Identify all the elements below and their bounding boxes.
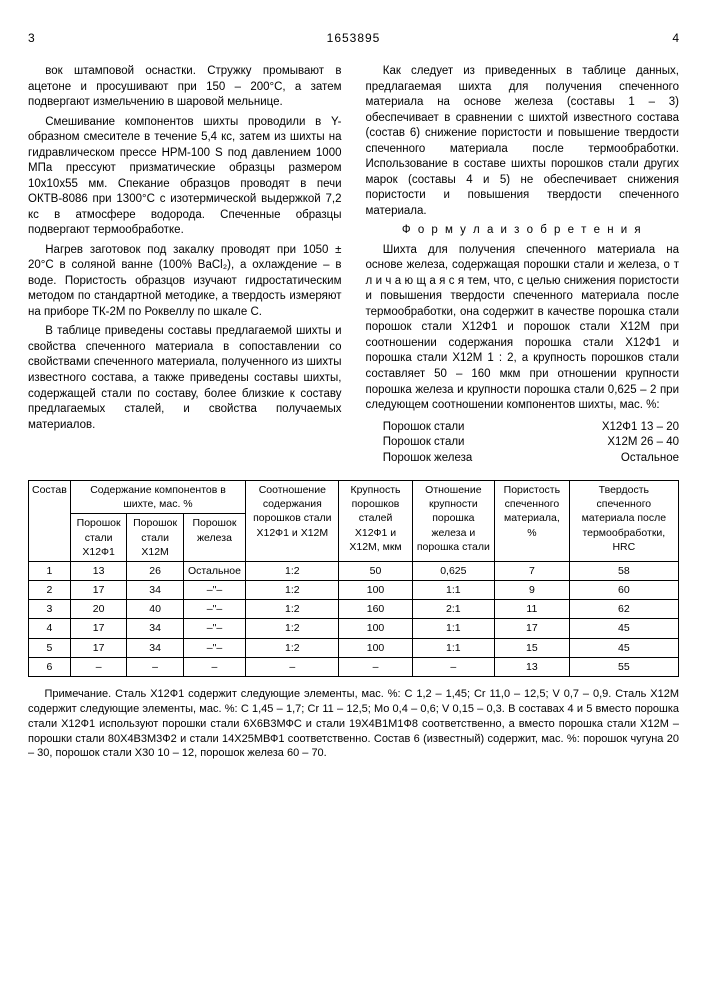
td: 17: [70, 581, 127, 600]
formula-row: Порошок стали Х12М 26 – 40: [383, 435, 679, 451]
td: 1:2: [246, 561, 339, 580]
table-row: 21734–"–1:21001:1960: [29, 581, 679, 600]
formula-value: Х12М 26 – 40: [607, 435, 679, 451]
td: 60: [569, 581, 678, 600]
td: 17: [495, 619, 570, 638]
td: 20: [70, 600, 127, 619]
table-body: 11326Остальное1:2500,62575821734–"–1:210…: [29, 561, 679, 676]
td: 13: [70, 561, 127, 580]
td: 160: [339, 600, 412, 619]
th: Соотношение содержания порошков стали Х1…: [246, 481, 339, 562]
td: –"–: [183, 600, 246, 619]
td: 2:1: [412, 600, 494, 619]
two-column-body: вок штамповой оснастки. Стружку промываю…: [28, 64, 679, 466]
formula-value: Остальное: [621, 451, 679, 467]
formula-label: Порошок железа: [383, 451, 473, 467]
left-column: вок штамповой оснастки. Стружку промываю…: [28, 64, 342, 466]
td: 6: [29, 657, 71, 676]
table-row: 51734–"–1:21001:11545: [29, 638, 679, 657]
td: 100: [339, 581, 412, 600]
td: 50: [339, 561, 412, 580]
td: 1:1: [412, 581, 494, 600]
td: 17: [70, 638, 127, 657]
td: 2: [29, 581, 71, 600]
page-header: 3 1653895 4: [28, 30, 679, 46]
td: 45: [569, 619, 678, 638]
td: 34: [127, 619, 183, 638]
para: вок штамповой оснастки. Стружку промываю…: [28, 64, 342, 111]
para: Смешивание компонентов шихты проводили в…: [28, 115, 342, 239]
td: 13: [495, 657, 570, 676]
td: 11: [495, 600, 570, 619]
th: Крупность порошков сталей Х12Ф1 и Х12М, …: [339, 481, 412, 562]
td: 45: [569, 638, 678, 657]
td: 58: [569, 561, 678, 580]
td: 1:1: [412, 619, 494, 638]
td: 1:2: [246, 581, 339, 600]
right-column: Как следует из приведенных в таблице дан…: [366, 64, 680, 466]
td: –"–: [183, 619, 246, 638]
page-num-left: 3: [28, 30, 46, 46]
th: Пористость спеченного материала, %: [495, 481, 570, 562]
td: 100: [339, 638, 412, 657]
table-note: Примечание. Сталь Х12Ф1 содержит следующ…: [28, 687, 679, 761]
th: Порошок железа: [183, 514, 246, 562]
td: 1:1: [412, 638, 494, 657]
formula-label: Порошок стали: [383, 435, 465, 451]
td: 1:2: [246, 600, 339, 619]
td: 100: [339, 619, 412, 638]
td: 3: [29, 600, 71, 619]
th: Отношение крупности порошка железа и пор…: [412, 481, 494, 562]
data-table: Состав Содержание компонентов в шихте, м…: [28, 480, 679, 677]
td: 15: [495, 638, 570, 657]
td: 34: [127, 581, 183, 600]
td: 5: [29, 638, 71, 657]
page-num-right: 4: [661, 30, 679, 46]
formula-row: Порошок железа Остальное: [383, 451, 679, 467]
td: 7: [495, 561, 570, 580]
td: –"–: [183, 638, 246, 657]
formula-row: Порошок стали Х12Ф1 13 – 20: [383, 420, 679, 436]
para: Шихта для получения спеченного материала…: [366, 243, 680, 414]
formula-title: Ф о р м у л а и з о б р е т е н и я: [366, 223, 680, 239]
td: –: [339, 657, 412, 676]
formula-label: Порошок стали: [383, 420, 465, 436]
td: 40: [127, 600, 183, 619]
th: Порошок стали Х12Ф1: [70, 514, 127, 562]
table-row: 11326Остальное1:2500,625758: [29, 561, 679, 580]
td: 1:2: [246, 638, 339, 657]
th: Порошок стали Х12М: [127, 514, 183, 562]
para: Как следует из приведенных в таблице дан…: [366, 64, 680, 219]
td: –: [412, 657, 494, 676]
para: Нагрев заготовок под закалку проводят пр…: [28, 243, 342, 321]
td: 62: [569, 600, 678, 619]
td: 4: [29, 619, 71, 638]
td: –: [183, 657, 246, 676]
th: Содержание компонентов в шихте, мас. %: [70, 481, 245, 514]
th: Твердость спеченного материала после тер…: [569, 481, 678, 562]
td: Остальное: [183, 561, 246, 580]
table-row: 41734–"–1:21001:11745: [29, 619, 679, 638]
doc-number: 1653895: [46, 30, 661, 46]
td: –: [70, 657, 127, 676]
formula-value: Х12Ф1 13 – 20: [602, 420, 679, 436]
para: В таблице приведены составы предлагаемой…: [28, 324, 342, 433]
formula-list: Порошок стали Х12Ф1 13 – 20 Порошок стал…: [366, 420, 680, 467]
td: 17: [70, 619, 127, 638]
table-row: 6––––––1355: [29, 657, 679, 676]
td: –"–: [183, 581, 246, 600]
td: 34: [127, 638, 183, 657]
td: 9: [495, 581, 570, 600]
th: Состав: [29, 481, 71, 562]
td: 26: [127, 561, 183, 580]
td: –: [127, 657, 183, 676]
td: 1:2: [246, 619, 339, 638]
td: 55: [569, 657, 678, 676]
table-row: 32040–"–1:21602:11162: [29, 600, 679, 619]
td: –: [246, 657, 339, 676]
td: 1: [29, 561, 71, 580]
td: 0,625: [412, 561, 494, 580]
